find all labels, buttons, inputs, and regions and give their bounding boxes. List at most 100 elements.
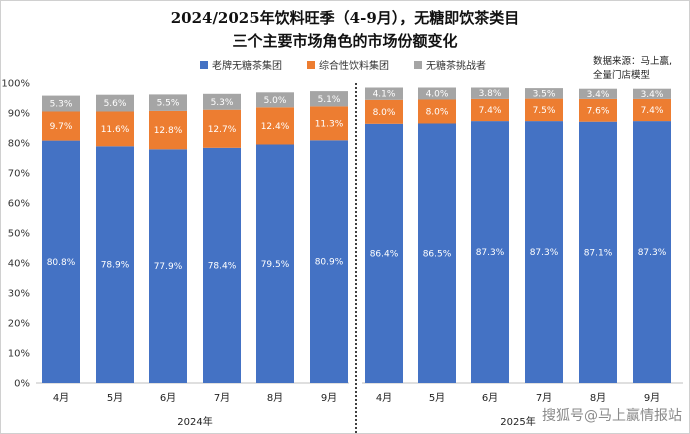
data-label-3: 4.0% (426, 90, 449, 100)
bar-segment-2 (418, 99, 456, 124)
data-label-3: 5.3% (50, 100, 73, 110)
bar-segment-2 (203, 109, 241, 148)
data-label-1: 77.9% (154, 262, 183, 272)
y-tick-label: 80% (8, 139, 30, 150)
bar-segment-3 (149, 94, 187, 111)
y-tick-label: 70% (8, 169, 30, 180)
bar-segment-2 (256, 107, 294, 145)
data-label-2: 11.6% (101, 125, 130, 135)
group-label-1: 2024年 (177, 415, 212, 428)
legend-swatch-2 (307, 61, 315, 69)
x-tick-label: 8月 (267, 392, 283, 404)
data-label-1: 87.3% (476, 248, 505, 258)
bar-segment-1 (471, 121, 509, 383)
data-label-2: 12.7% (208, 125, 237, 135)
data-label-1: 87.3% (638, 248, 667, 258)
bar-segment-1 (633, 121, 671, 383)
data-label-1: 86.4% (370, 249, 399, 259)
bar-segment-2 (42, 111, 80, 141)
group-label-2: 2025年 (500, 415, 535, 428)
bar-segment-1 (310, 140, 348, 383)
bars: 80.8% 9.7% 5.3% 78.9% 11.6% 5.6% 77.9% 12.8% 5.5… (42, 87, 671, 384)
bar-segment-3 (418, 87, 456, 100)
legend-swatch-1 (200, 61, 208, 69)
data-label-1: 86.5% (423, 249, 452, 259)
legend: 老牌无糖茶集团 综合性饮料集团 无糖茶挑战者 (200, 59, 486, 72)
bar-segment-3 (471, 87, 509, 99)
bar-segment-3 (633, 88, 671, 99)
data-label-3: 3.4% (587, 90, 610, 100)
bar-segment-3 (310, 91, 348, 107)
bar-segment-2 (579, 98, 617, 122)
bar-segment-1 (149, 149, 187, 383)
y-tick-label: 50% (8, 229, 30, 240)
source-note-line-2: 全量门店模型 (593, 69, 651, 81)
data-label-2: 12.4% (261, 122, 290, 132)
y-axis: 0% 10% 20% 30% 40% 50% 60% 70% 80% 90% 100% (1, 79, 683, 390)
data-label-1: 87.1% (584, 248, 613, 258)
bar-segment-1 (203, 147, 241, 383)
data-label-3: 5.1% (318, 95, 341, 105)
legend-label-1: 老牌无糖茶集团 (212, 59, 282, 72)
x-tick-label: 5月 (429, 392, 445, 404)
bar-segment-2 (96, 111, 134, 147)
y-tick-label: 60% (8, 199, 30, 210)
data-label-2: 7.6% (587, 106, 610, 116)
data-label-3: 5.3% (211, 98, 234, 108)
data-label-2: 8.0% (373, 108, 396, 118)
y-tick-label: 0% (14, 379, 30, 390)
bar-segment-3 (525, 88, 563, 99)
bar-segment-2 (310, 106, 348, 141)
data-label-3: 3.4% (641, 90, 664, 100)
x-tick-label: 4月 (376, 392, 392, 404)
data-label-3: 3.8% (479, 89, 502, 99)
data-label-3: 5.5% (157, 99, 180, 109)
data-label-3: 5.0% (264, 96, 287, 106)
bar-segment-2 (471, 98, 509, 122)
data-label-1: 79.5% (261, 260, 290, 270)
chart-title-line-2: 三个主要市场角色的市场份额变化 (232, 32, 457, 50)
bar-segment-2 (633, 98, 671, 122)
chart-title-line-1: 2024/2025年饮料旺季（4-9月），无糖即饮茶类目 (171, 9, 520, 27)
x-tick-label: 9月 (321, 392, 337, 404)
data-label-2: 8.0% (426, 108, 449, 118)
data-label-2: 7.4% (479, 106, 502, 116)
bar-segment-1 (42, 140, 80, 383)
y-tick-label: 90% (8, 109, 30, 120)
x-tick-label: 7月 (214, 392, 230, 404)
data-label-1: 80.8% (47, 258, 76, 268)
bar-segment-1 (525, 121, 563, 383)
x-axis: 4月 5月 6月 7月 8月 9月 4月 5月 6月 7月 8月 9月 2024年 2025年 (53, 83, 660, 434)
y-tick-label: 10% (8, 349, 30, 360)
y-tick-label: 30% (8, 289, 30, 300)
data-label-2: 9.7% (50, 122, 73, 132)
data-label-1: 78.4% (208, 261, 237, 271)
data-label-1: 80.9% (315, 258, 344, 268)
bar-segment-1 (579, 121, 617, 383)
legend-label-2: 综合性饮料集团 (319, 59, 389, 72)
bar-segment-1 (96, 146, 134, 383)
data-label-2: 11.3% (315, 119, 344, 129)
source-note-line-1: 数据来源：马上赢, (593, 55, 672, 67)
bar-segment-3 (579, 88, 617, 99)
bar-segment-1 (418, 123, 456, 383)
bar-segment-3 (42, 95, 80, 112)
x-tick-label: 8月 (590, 392, 606, 404)
bar-segment-2 (365, 99, 403, 124)
bar-segment-1 (365, 123, 403, 384)
bar-segment-2 (149, 110, 187, 150)
data-label-1: 87.3% (530, 248, 559, 258)
data-label-2: 7.5% (533, 106, 556, 116)
x-tick-label: 7月 (536, 392, 552, 404)
bar-segment-3 (96, 94, 134, 112)
bar-segment-3 (203, 93, 241, 110)
watermark-text: 搜狐号@马上赢情报站 (542, 407, 682, 424)
y-tick-label: 20% (8, 319, 30, 330)
x-tick-label: 6月 (160, 392, 176, 404)
data-label-3: 3.5% (533, 89, 556, 99)
data-label-2: 12.8% (154, 126, 183, 136)
x-tick-label: 5月 (107, 392, 123, 404)
bar-segment-1 (256, 144, 294, 383)
legend-swatch-3 (414, 61, 422, 69)
